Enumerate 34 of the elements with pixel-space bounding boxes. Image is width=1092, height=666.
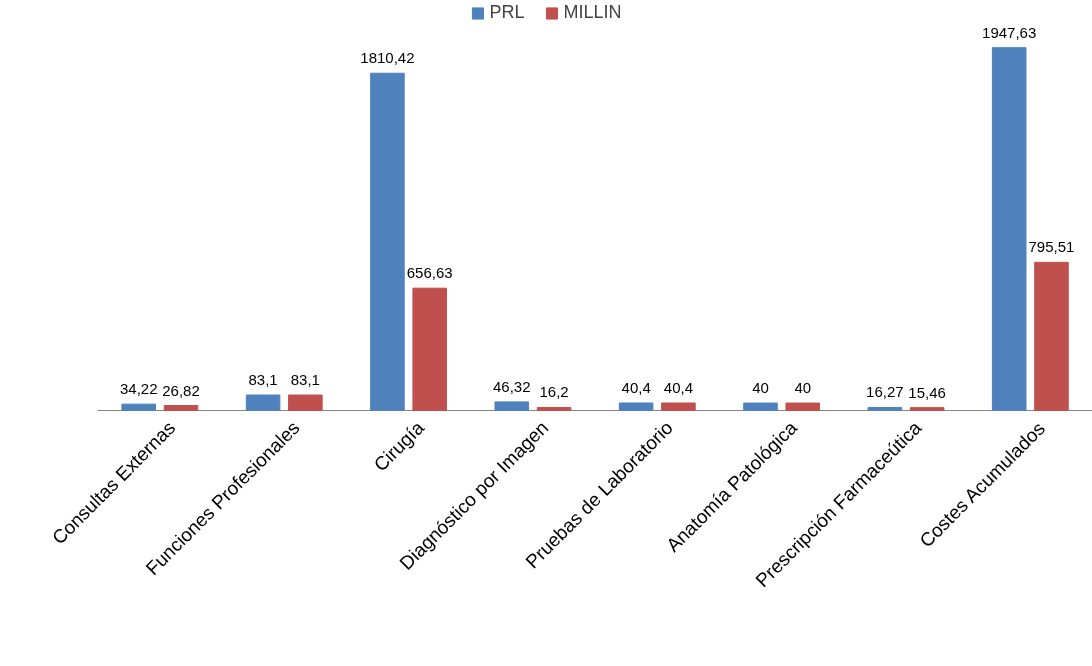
bar xyxy=(370,72,405,412)
data-label: 15,46 xyxy=(908,383,946,401)
data-label: 46,32 xyxy=(493,377,531,395)
bar xyxy=(412,287,447,412)
data-label: 1947,63 xyxy=(982,23,1037,41)
data-label: 1810,42 xyxy=(360,49,415,67)
bar xyxy=(991,47,1027,412)
data-label: 83,1 xyxy=(248,371,278,389)
legend-label: PRL xyxy=(489,2,525,23)
data-label: 16,2 xyxy=(539,383,569,401)
data-label: 40,4 xyxy=(621,378,651,396)
data-label: 795,51 xyxy=(1028,238,1075,256)
data-label: 40,4 xyxy=(663,378,694,396)
data-label: 26,82 xyxy=(162,381,200,399)
bar xyxy=(1034,261,1069,412)
bar xyxy=(661,402,696,412)
bar xyxy=(121,403,157,412)
bar xyxy=(536,406,572,412)
data-label: 40 xyxy=(752,379,769,397)
bar xyxy=(785,402,821,412)
bar xyxy=(288,394,323,412)
bar xyxy=(618,402,654,412)
bar xyxy=(743,402,778,412)
bar xyxy=(909,407,945,412)
bar xyxy=(163,405,199,412)
data-label: 34,22 xyxy=(119,380,158,398)
bar xyxy=(245,394,281,412)
data-label: 16,27 xyxy=(866,383,904,401)
bar xyxy=(494,401,530,412)
bar xyxy=(867,406,903,412)
data-label: 656,63 xyxy=(406,264,453,282)
legend-label: MILLIN xyxy=(563,2,622,23)
data-label: 83,1 xyxy=(290,371,320,389)
data-label: 40 xyxy=(794,379,812,397)
